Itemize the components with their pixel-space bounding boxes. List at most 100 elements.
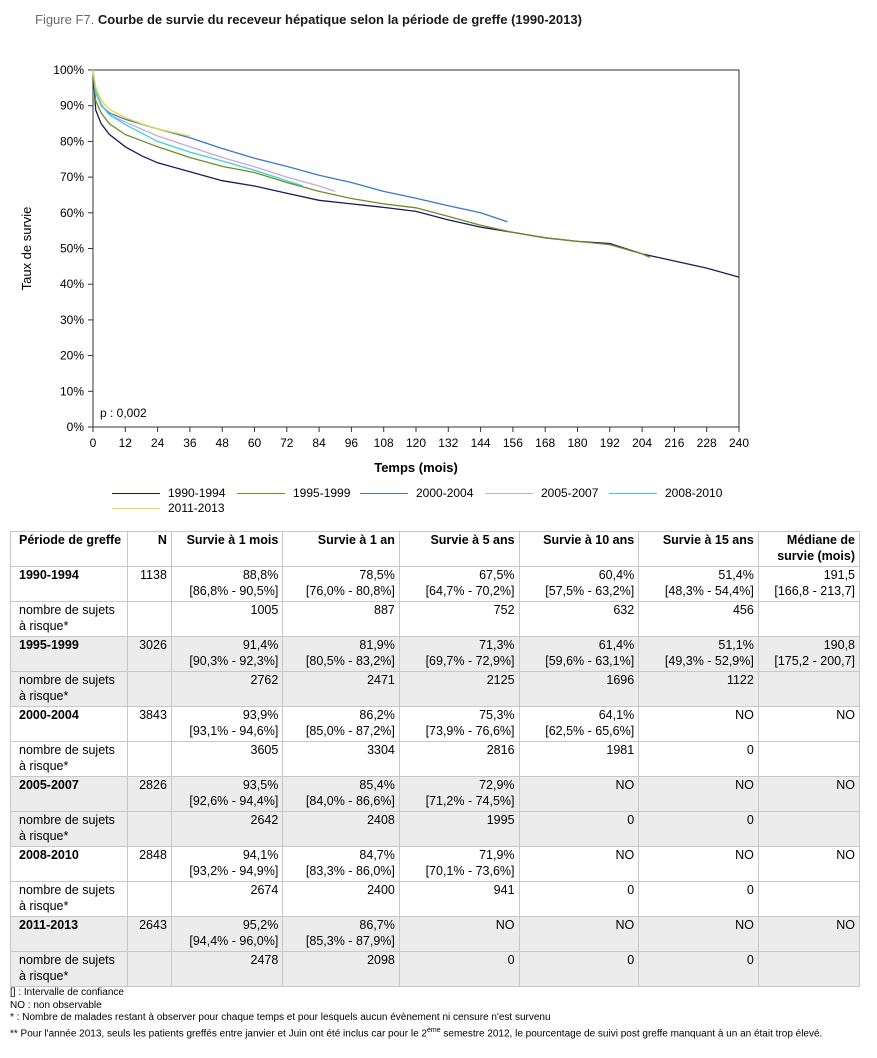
x-tick-label: 60 — [248, 436, 262, 450]
x-tick-label: 120 — [406, 436, 426, 450]
x-tick-label: 240 — [729, 436, 749, 450]
y-tick-label: 20% — [60, 349, 84, 363]
value-cell: 71,3% [69,7% - 72,9%] — [398, 636, 520, 672]
confidence-interval: [69,7% - 72,9%] — [425, 653, 515, 668]
at-risk-cell: 3605 — [170, 741, 284, 777]
confidence-interval: [90,3% - 92,3%] — [189, 653, 279, 668]
legend-label: 2008-2010 — [665, 486, 723, 500]
estimate: 86,7% — [359, 918, 395, 932]
estimate: 64,1% — [598, 708, 635, 722]
header-survival-10-years: Survie à 10 ans — [518, 531, 640, 567]
x-tick-label: 168 — [535, 436, 555, 450]
series-line — [92, 69, 191, 137]
legend-item: 1995-1999 — [237, 486, 350, 500]
at-risk-label: nombre de sujets à risque* — [10, 671, 128, 707]
at-risk-cell: 2471 — [282, 671, 400, 707]
value-cell: 95,2% [94,4% - 96,0%] — [170, 916, 284, 952]
estimate: 81,9% — [359, 638, 395, 652]
legend-label: 1990-1994 — [168, 486, 226, 500]
figure-title-text: Courbe de survie du receveur hépatique s… — [97, 12, 582, 27]
footnote-no: NO : non observable — [10, 999, 102, 1011]
at-risk-cell: 2816 — [398, 741, 520, 777]
legend-swatch — [112, 492, 160, 494]
value-cell: NO — [757, 706, 861, 742]
confidence-interval: [84,0% - 86,6%] — [305, 793, 395, 808]
legend-label: 1995-1999 — [293, 486, 351, 500]
y-tick-label: 10% — [60, 384, 84, 398]
estimate: 191,5 — [823, 568, 855, 582]
at-risk-cell: 0 — [638, 881, 759, 917]
value-cell: NO — [638, 776, 759, 812]
estimate: 93,5% — [242, 778, 279, 792]
at-risk-cell: 2478 — [170, 951, 284, 987]
figure-title: Figure F7. Courbe de survie du receveur … — [35, 12, 582, 27]
value-cell: 60,4% [57,5% - 63,2%] — [518, 566, 640, 602]
legend-swatch — [485, 492, 533, 494]
y-tick-label: 30% — [60, 313, 84, 327]
empty-cell — [126, 811, 172, 847]
legend-label: 2011-2013 — [168, 501, 225, 515]
empty-cell — [126, 951, 172, 987]
n-cell: 2826 — [126, 776, 172, 812]
at-risk-cell: 0 — [638, 741, 759, 777]
value-cell: 67,5% [64,7% - 70,2%] — [398, 566, 520, 602]
at-risk-cell: 0 — [638, 811, 759, 847]
at-risk-cell: 1981 — [518, 741, 640, 777]
confidence-interval: [93,2% - 94,9%] — [189, 863, 279, 878]
footnote-2013-sup: ème — [426, 1026, 441, 1034]
series-line — [92, 69, 304, 187]
estimate: NO — [735, 918, 754, 932]
confidence-interval: [48,3% - 54,4%] — [664, 583, 754, 598]
table-row: 2008-2010 2848 94,1% [93,2% - 94,9%] 84,7% [8… — [10, 846, 861, 882]
estimate: 51,4% — [718, 568, 754, 582]
estimate: 61,4% — [598, 638, 635, 652]
at-risk-cell — [757, 881, 861, 917]
value-cell: 94,1% [93,2% - 94,9%] — [170, 846, 284, 882]
x-tick-label: 108 — [374, 436, 394, 450]
series-line — [92, 69, 651, 258]
legend-item: 2005-2007 — [485, 486, 598, 500]
confidence-interval: [70,1% - 73,6%] — [425, 863, 515, 878]
at-risk-cell: 456 — [638, 601, 759, 637]
table-row: 2005-2007 2826 93,5% [92,6% - 94,4%] 85,4% [8… — [10, 776, 861, 812]
header-survival-1-month: Survie à 1 mois — [170, 531, 284, 567]
header-survival-5-years: Survie à 5 ans — [398, 531, 520, 567]
estimate: NO — [836, 918, 855, 932]
estimate: 94,1% — [242, 848, 279, 862]
period-cell: 2011-2013 — [10, 916, 128, 952]
empty-cell — [126, 601, 172, 637]
at-risk-cell: 0 — [518, 811, 640, 847]
value-cell: 72,9% [71,2% - 74,5%] — [398, 776, 520, 812]
header-median-survival: Médiane de survie (mois) — [757, 531, 861, 567]
legend-item: 2008-2010 — [609, 486, 722, 500]
header-period: Période de greffe — [10, 531, 128, 567]
at-risk-cell: 941 — [398, 881, 520, 917]
period-cell: 2005-2007 — [10, 776, 128, 812]
table-row: nombre de sujets à risque* 3605 3304 2816 19… — [10, 741, 861, 777]
value-cell: NO — [757, 846, 861, 882]
x-tick-label: 96 — [345, 436, 359, 450]
legend-label: 2005-2007 — [541, 486, 599, 500]
estimate: NO — [836, 848, 855, 862]
value-cell: 88,8% [86,8% - 90,5%] — [170, 566, 284, 602]
confidence-interval: [71,2% - 74,5%] — [425, 793, 515, 808]
value-cell: 86,2% [85,0% - 87,2%] — [282, 706, 400, 742]
estimate: NO — [836, 708, 855, 722]
table-row: nombre de sujets à risque* 2478 2098 0 0 0 — [10, 951, 861, 987]
x-tick-label: 48 — [216, 436, 230, 450]
table-row: nombre de sujets à risque* 2762 2471 2125 16… — [10, 671, 861, 707]
value-cell: 93,9% [93,1% - 94,6%] — [170, 706, 284, 742]
x-tick-label: 12 — [119, 436, 133, 450]
estimate: NO — [836, 778, 855, 792]
y-tick-label: 50% — [60, 242, 84, 256]
estimate: 86,2% — [359, 708, 395, 722]
value-cell: 78,5% [76,0% - 80,8%] — [282, 566, 400, 602]
value-cell: 51,4% [48,3% - 54,4%] — [638, 566, 759, 602]
series-line — [92, 69, 336, 193]
at-risk-cell: 2098 — [282, 951, 400, 987]
at-risk-cell: 3304 — [282, 741, 400, 777]
estimate: NO — [735, 708, 754, 722]
estimate: 71,9% — [479, 848, 515, 862]
confidence-interval: [92,6% - 94,4%] — [189, 793, 279, 808]
empty-cell — [126, 671, 172, 707]
